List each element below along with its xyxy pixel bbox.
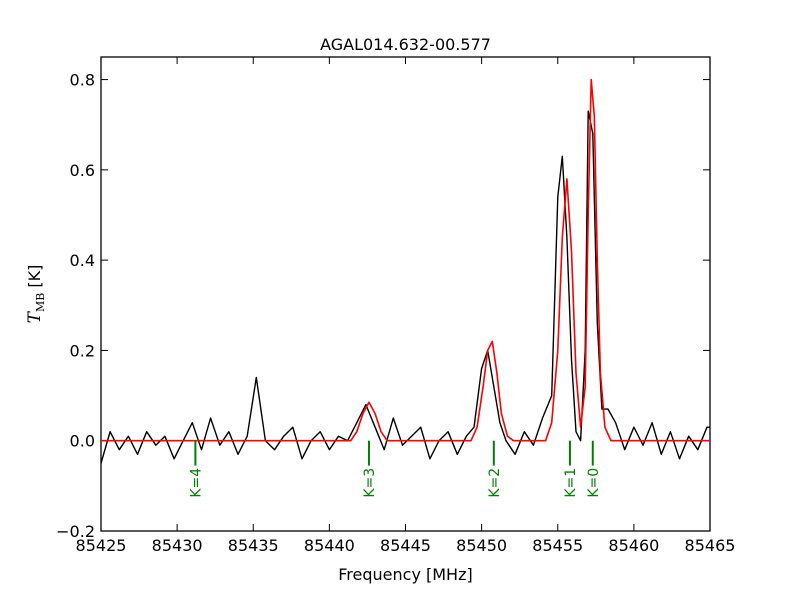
x-axis-label: Frequency [MHz]	[338, 565, 472, 584]
k-marker-label: K=3	[362, 468, 378, 498]
y-axis-label-symbol: T	[25, 310, 45, 323]
k-marker-label: K=4	[188, 468, 204, 498]
fit-spectrum-line	[101, 78, 710, 442]
x-tick-label: 85465	[685, 536, 736, 555]
x-tick-label: 85440	[304, 536, 355, 555]
x-tick-label: 85435	[228, 536, 279, 555]
y-axis-label-text: TMB [K]	[25, 265, 47, 324]
y-tick-label: −0.2	[56, 522, 95, 541]
x-tick-label: 85455	[532, 536, 583, 555]
k-marker-label: K=0	[586, 468, 602, 498]
y-tick-label: 0.0	[70, 432, 95, 451]
x-tick-label: 85445	[380, 536, 431, 555]
chart-title: AGAL014.632-00.577	[320, 35, 491, 54]
x-tick-label: 85430	[152, 536, 203, 555]
y-axis-label-unit: [K]	[25, 265, 44, 293]
y-tick-label: 0.4	[70, 251, 95, 270]
y-tick-label: 0.8	[70, 71, 95, 90]
k-marker-label: K=2	[487, 468, 503, 498]
x-tick-label: 85450	[456, 536, 507, 555]
y-tick-label: 0.6	[70, 161, 95, 180]
plot-frame	[100, 56, 711, 532]
x-tick-label: 85425	[76, 536, 127, 555]
observed-spectrum-line	[101, 110, 710, 464]
y-tick-label: 0.2	[70, 341, 95, 360]
k-marker-label: K=1	[563, 468, 579, 498]
y-axis-label-subscript: MB	[34, 293, 47, 312]
y-axis-label: TMB [K]	[25, 265, 47, 324]
x-tick-label: 85460	[608, 536, 659, 555]
